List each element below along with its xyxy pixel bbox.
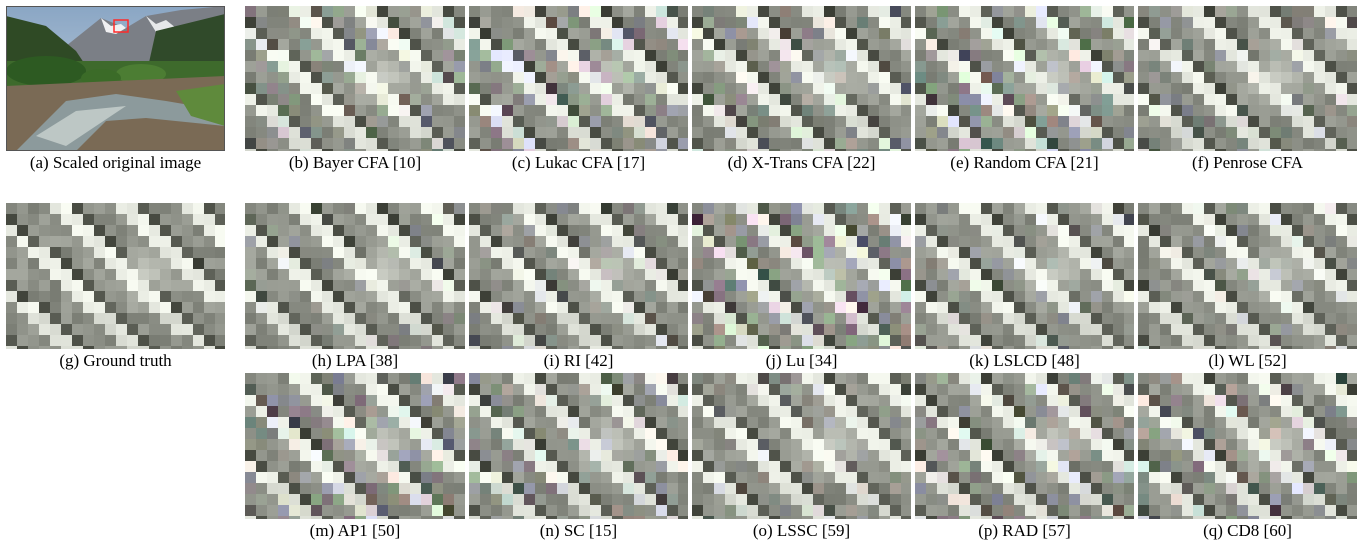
patch-image-ri: [469, 203, 688, 349]
caption-d: (d) X-Trans CFA [22]: [727, 153, 876, 172]
patch-image-rad: [915, 373, 1134, 519]
patch-image-wl: [1138, 203, 1357, 349]
caption-c: (c) Lukac CFA [17]: [511, 153, 646, 172]
panel-k: (k) LSLCD [48]: [915, 203, 1134, 371]
caption-f: (f) Penrose CFA: [1191, 153, 1304, 172]
patch-image-ground-truth: [6, 203, 225, 349]
patch-image-sc: [469, 373, 688, 519]
caption-i: (i) RI [42]: [543, 351, 614, 370]
patch-image-lukac-cfa: [469, 6, 688, 151]
patch-image-ap1: [245, 373, 465, 519]
patch-image-random-cfa: [915, 6, 1134, 151]
caption-e: (e) Random CFA [21]: [950, 153, 1099, 172]
patch-image-xtrans-cfa: [692, 6, 911, 151]
caption-q: (q) CD8 [60]: [1203, 521, 1292, 540]
caption-k: (k) LSLCD [48]: [969, 351, 1080, 370]
patch-image-bayer-cfa: [245, 6, 465, 151]
panel-d: (d) X-Trans CFA [22]: [692, 6, 911, 173]
panel-i: (i) RI [42]: [469, 203, 688, 371]
caption-j: (j) Lu [34]: [765, 351, 838, 370]
caption-n: (n) SC [15]: [539, 521, 618, 540]
caption-l: (l) WL [52]: [1208, 351, 1287, 370]
patch-image-lu: [692, 203, 911, 349]
panel-f: (f) Penrose CFA: [1138, 6, 1357, 173]
panel-h: (h) LPA [38]: [245, 203, 465, 371]
caption-b: (b) Bayer CFA [10]: [288, 153, 422, 172]
panel-a: (a) Scaled original image: [6, 6, 225, 173]
panel-n: (n) SC [15]: [469, 373, 688, 541]
panel-j: (j) Lu [34]: [692, 203, 911, 371]
caption-g: (g) Ground truth: [59, 351, 172, 370]
panel-o: (o) LSSC [59]: [692, 373, 911, 541]
caption-h: (h) LPA [38]: [311, 351, 399, 370]
caption-p: (p) RAD [57]: [978, 521, 1071, 540]
patch-image-penrose-cfa: [1138, 6, 1357, 151]
patch-image-lslcd: [915, 203, 1134, 349]
patch-image-lpa: [245, 203, 465, 349]
panel-c: (c) Lukac CFA [17]: [469, 6, 688, 173]
panel-p: (p) RAD [57]: [915, 373, 1134, 541]
caption-o: (o) LSSC [59]: [752, 521, 851, 540]
caption-m: (m) AP1 [50]: [309, 521, 401, 540]
patch-image-lssc: [692, 373, 911, 519]
panel-e: (e) Random CFA [21]: [915, 6, 1134, 173]
panel-m: (m) AP1 [50]: [245, 373, 465, 541]
patch-image-cd8: [1138, 373, 1357, 519]
panel-q: (q) CD8 [60]: [1138, 373, 1357, 541]
panel-b: (b) Bayer CFA [10]: [245, 6, 465, 173]
caption-a: (a) Scaled original image: [29, 153, 202, 172]
panel-g: (g) Ground truth: [6, 203, 225, 371]
scaled-original-image: [6, 6, 225, 151]
panel-l: (l) WL [52]: [1138, 203, 1357, 371]
